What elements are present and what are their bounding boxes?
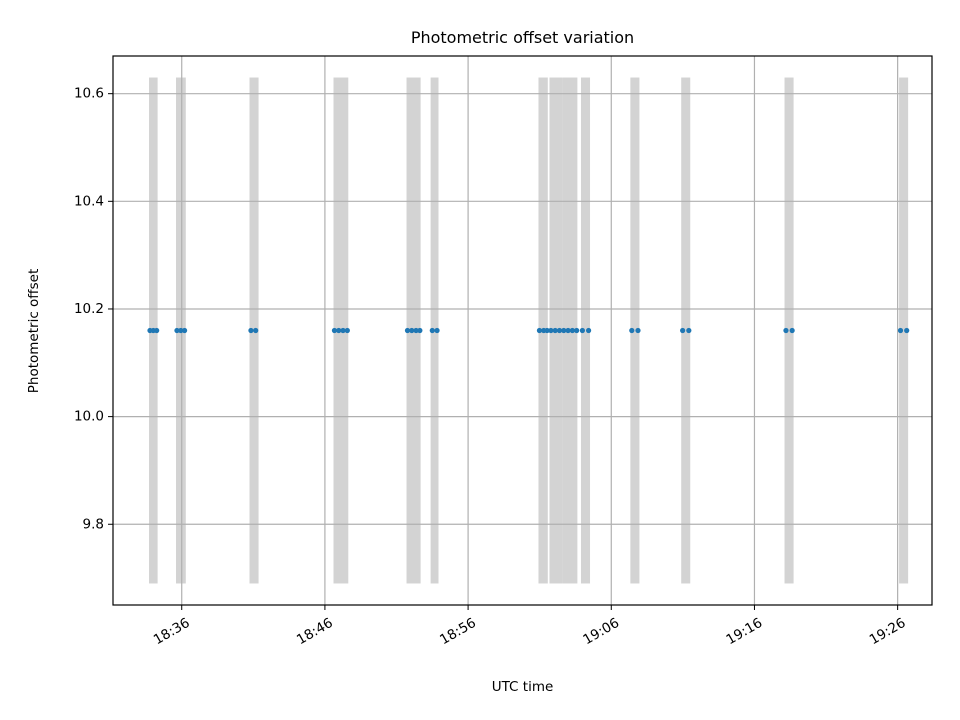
data-point — [404, 327, 411, 334]
exposure-band-12 — [681, 77, 691, 584]
x-tick-label: 18:36 — [151, 615, 193, 648]
exposure-band-13 — [784, 77, 794, 584]
data-point — [536, 327, 543, 334]
exposure-band-11 — [630, 77, 640, 584]
x-tick-label: 18:46 — [294, 615, 336, 648]
data-point — [417, 327, 423, 334]
data-point — [548, 327, 554, 334]
data-point — [783, 327, 789, 334]
data-point — [586, 327, 592, 334]
data-point — [253, 327, 259, 334]
data-point — [569, 327, 575, 334]
x-tick-label: 19:16 — [724, 615, 766, 648]
plot-frame — [112, 55, 933, 606]
data-point — [181, 327, 188, 334]
exposure-band-10 — [580, 77, 591, 584]
x-axis-label: UTC time — [492, 679, 554, 695]
exposure-band-14 — [899, 77, 909, 584]
data-point — [344, 327, 350, 334]
grid-lines — [113, 56, 932, 605]
y-tick-label: 10.2 — [74, 301, 104, 317]
data-point — [154, 327, 160, 334]
data-point — [556, 327, 563, 334]
data-point — [336, 327, 342, 334]
x-tick-label: 19:26 — [867, 615, 909, 648]
data-point — [429, 327, 435, 334]
data-point — [413, 327, 419, 334]
data-point — [897, 327, 904, 334]
data-point — [434, 327, 440, 334]
data-point — [565, 327, 571, 334]
data-point — [174, 327, 180, 334]
y-tick-label: 10.6 — [74, 86, 104, 102]
x-tick-label: 18:56 — [437, 615, 479, 648]
data-point — [409, 327, 415, 334]
data-point — [904, 327, 910, 334]
data-point — [574, 327, 580, 334]
axes: 18:36 18:46 18:56 19:06 19:16 19:26 9.8 10.0 10.… — [74, 86, 908, 649]
data-point — [635, 327, 641, 334]
data-point — [561, 327, 567, 334]
chart-title: Photometric offset variation — [411, 28, 634, 47]
y-tick-label: 9.8 — [83, 516, 104, 532]
y-tick-label: 10.0 — [74, 409, 104, 425]
data-point — [629, 327, 635, 334]
data-point — [789, 327, 795, 334]
y-tick-label: 10.4 — [74, 193, 104, 209]
data-point — [178, 327, 184, 334]
data-point — [680, 327, 686, 334]
data-point — [340, 327, 346, 334]
data-point — [544, 327, 550, 334]
data-point — [552, 327, 558, 334]
data-point — [579, 327, 585, 334]
y-axis-label: Photometric offset — [26, 269, 42, 393]
x-tick-label: 19:06 — [580, 615, 622, 648]
data-points — [147, 327, 910, 334]
data-point — [248, 327, 254, 334]
data-point — [686, 327, 692, 334]
data-point — [331, 327, 338, 334]
